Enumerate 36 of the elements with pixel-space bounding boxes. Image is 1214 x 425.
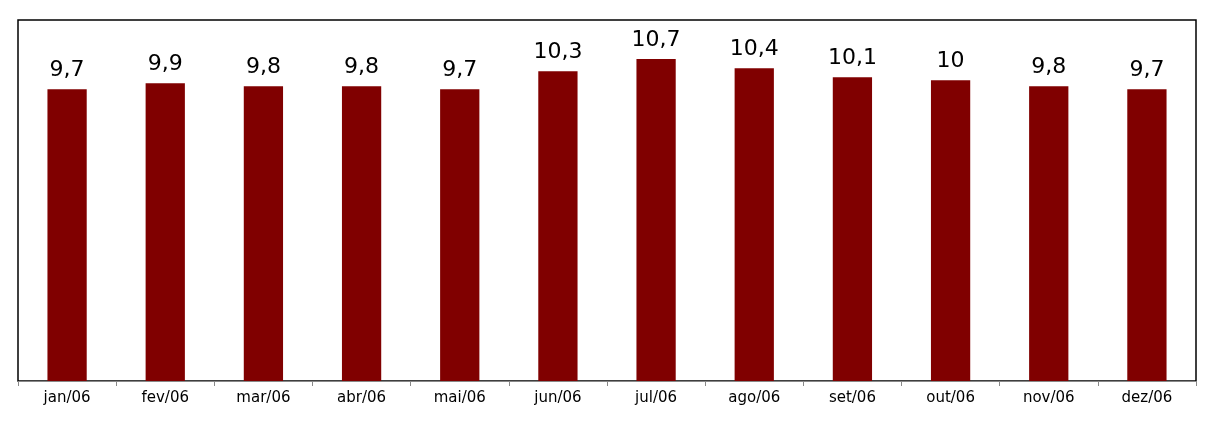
bar: [930, 80, 971, 381]
bar: [832, 77, 873, 381]
data-label: 10,7: [631, 25, 681, 51]
x-tick-label: fev/06: [141, 387, 190, 406]
data-label: 10,3: [533, 37, 583, 63]
bar: [47, 89, 87, 381]
data-label: 10,4: [729, 34, 779, 60]
data-label: 9,8: [344, 52, 380, 78]
x-tick-label: mar/06: [236, 387, 291, 406]
data-label: 9,9: [147, 49, 183, 75]
x-tick-label: jun/06: [533, 387, 582, 406]
bar: [341, 86, 382, 381]
bar: [145, 83, 185, 381]
x-tick-label: mai/06: [433, 387, 486, 406]
x-tick-label: nov/06: [1022, 387, 1075, 406]
data-label: 10: [936, 46, 965, 72]
data-label: 9,8: [1031, 52, 1067, 78]
data-label: 10,1: [827, 43, 877, 69]
data-label: 9,7: [442, 55, 478, 81]
bar: [1029, 86, 1069, 381]
bar: [1127, 89, 1167, 381]
x-tick-label: jan/06: [42, 387, 91, 406]
bar: [734, 68, 774, 381]
bar: [636, 59, 676, 381]
x-tick-label: dez/06: [1121, 387, 1173, 406]
bar: [538, 71, 578, 381]
data-label: 9,7: [1129, 55, 1165, 81]
bar: [243, 86, 284, 381]
bar: [440, 89, 480, 381]
x-tick-label: jul/06: [634, 387, 678, 406]
x-tick-label: ago/06: [728, 387, 781, 406]
data-label: 9,7: [49, 55, 85, 81]
x-tick-label: abr/06: [337, 387, 387, 406]
x-tick-label: set/06: [828, 387, 876, 406]
x-tick-label: out/06: [926, 387, 975, 406]
data-label: 9,8: [245, 52, 281, 78]
